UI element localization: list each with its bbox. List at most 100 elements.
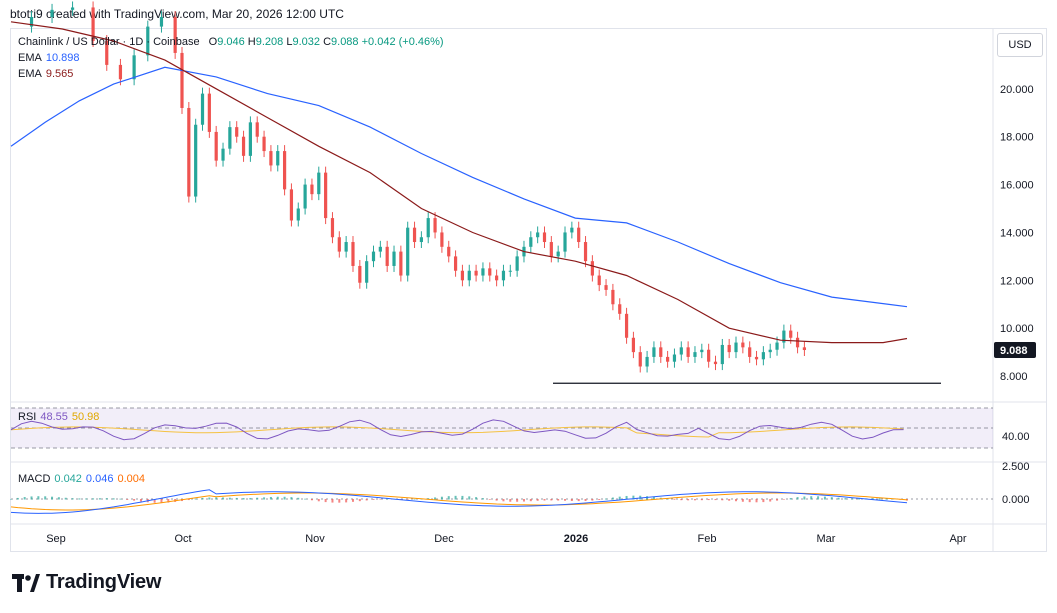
price-tick-label: 20.000	[1000, 84, 1034, 96]
macd-histogram-bar	[30, 496, 33, 500]
ohlc-close: 9.088	[331, 36, 359, 48]
candle-body	[741, 342, 745, 348]
macd-histogram-bar	[85, 498, 88, 500]
tradingview-logo-icon	[12, 572, 40, 594]
macd-histogram-bar	[242, 498, 245, 500]
candle-body	[433, 218, 437, 233]
candle-body	[768, 349, 772, 353]
macd-histogram-bar	[605, 498, 608, 500]
macd-histogram-bar	[222, 497, 225, 500]
macd-histogram-bar	[755, 499, 758, 503]
macd-histogram-bar	[139, 499, 142, 502]
currency-button[interactable]: USD	[997, 33, 1043, 57]
candle-body	[761, 352, 765, 360]
candle-body	[317, 172, 321, 195]
macd-signal-value: 0.046	[85, 473, 114, 485]
candle-body	[659, 347, 663, 357]
candle-body	[262, 136, 266, 152]
candle-body	[419, 237, 423, 243]
ohlc-open-label: O	[208, 36, 218, 48]
candle-body	[385, 246, 389, 266]
macd-histogram-bar	[263, 497, 266, 500]
macd-histogram-bar	[454, 495, 457, 500]
macd-histogram-bar	[256, 497, 259, 500]
candle-body	[754, 356, 759, 360]
candle-body	[330, 218, 335, 238]
macd-histogram-bar	[625, 495, 628, 500]
candle-body	[604, 285, 608, 290]
macd-histogram-bar	[693, 499, 696, 501]
macd-tick-label: 2.500	[1002, 461, 1030, 473]
macd-histogram-bar	[187, 499, 190, 501]
candle-body	[734, 342, 738, 353]
macd-histogram-bar	[837, 497, 840, 500]
macd-signal-line	[10, 492, 908, 511]
symbol-legend: Chainlink / US Dollar · 1D · Coinbase O 9…	[18, 36, 444, 48]
candle-body	[344, 242, 348, 252]
candle-body	[358, 265, 362, 283]
macd-histogram-bar	[721, 499, 724, 501]
macd-histogram-bar	[735, 499, 738, 502]
macd-histogram-bar	[71, 498, 74, 500]
candle-body	[536, 232, 540, 238]
macd-histogram-bar	[358, 499, 361, 502]
macd-histogram-bar	[57, 497, 60, 500]
ema1-label: EMA	[18, 52, 42, 64]
macd-histogram-bar	[345, 499, 348, 503]
macd-histogram-bar	[126, 499, 129, 500]
candle-body	[296, 208, 300, 221]
candle-body	[159, 17, 164, 27]
candle-body	[713, 361, 718, 365]
candle-body	[686, 347, 690, 357]
macd-histogram-bar	[23, 497, 26, 500]
time-tick-label: Mar	[817, 533, 836, 545]
candle-body	[187, 107, 191, 197]
macd-histogram-bar	[105, 498, 108, 500]
candle-body	[529, 237, 533, 247]
macd-histogram-bar	[885, 498, 888, 500]
candle-body	[700, 349, 704, 353]
candle-body	[255, 122, 259, 137]
candle-body	[802, 347, 807, 351]
candle-body	[235, 127, 239, 137]
candle-body	[214, 131, 218, 161]
macd-histogram-bar	[830, 497, 833, 500]
candle-body	[378, 246, 382, 252]
candle-body	[146, 26, 150, 56]
macd-histogram-bar	[92, 498, 95, 500]
macd-histogram-bar	[365, 499, 368, 501]
macd-histogram-bar	[564, 499, 567, 501]
candle-body	[556, 251, 560, 257]
macd-histogram-bar	[208, 497, 211, 500]
candle-body	[228, 127, 232, 149]
macd-histogram-bar	[310, 499, 313, 501]
macd-histogram-bar	[10, 499, 12, 500]
rsi-label: RSI	[18, 411, 37, 423]
rsi-ma-line	[10, 426, 904, 438]
price-tick-label: 8.000	[1000, 371, 1028, 383]
candle-body	[276, 151, 280, 166]
macd-histogram-bar	[351, 499, 354, 502]
macd-histogram-bar	[741, 499, 744, 502]
candle-body	[29, 17, 34, 27]
macd-histogram-bar	[618, 496, 621, 500]
macd-histogram-bar	[440, 496, 443, 500]
macd-histogram-bar	[632, 495, 635, 500]
tradingview-logo-text: TradingView	[46, 571, 162, 593]
rsi-tick-label: 40.00	[1002, 431, 1030, 443]
ema2-value: 9.565	[45, 68, 74, 80]
rsi-legend: RSI 48.55 50.98	[18, 411, 99, 423]
macd-histogram-bar	[543, 499, 546, 501]
macd-histogram-bar	[488, 499, 491, 500]
symbol-title: Chainlink / US Dollar · 1D · Coinbase	[18, 36, 200, 48]
macd-histogram-bar	[112, 498, 115, 500]
macd-histogram-bar	[700, 499, 703, 501]
candle-body	[563, 232, 567, 252]
macd-histogram-bar	[461, 495, 464, 500]
candle-body	[392, 251, 396, 266]
macd-histogram-bar	[481, 498, 484, 500]
candle-body	[351, 242, 355, 266]
candle-body	[645, 356, 649, 367]
macd-histogram-bar	[372, 499, 375, 500]
